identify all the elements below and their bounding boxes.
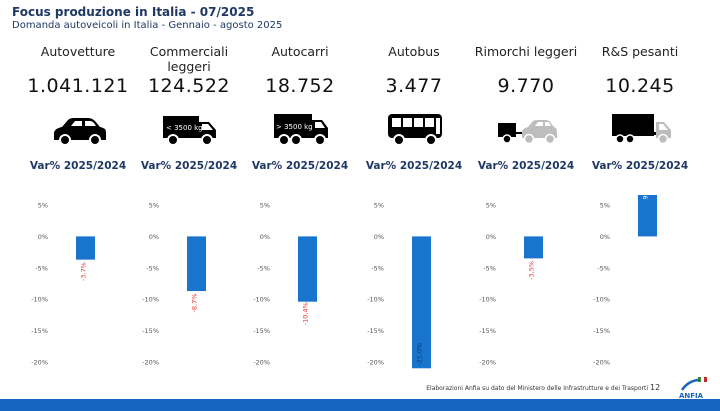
y-tick-label: 5%	[374, 202, 384, 210]
var-label: Var% 2025/2024	[251, 160, 349, 172]
y-tick-label: -5%	[35, 264, 48, 272]
var-label: Var% 2025/2024	[140, 160, 238, 172]
y-tick-label: 0%	[260, 233, 270, 241]
anfia-logo-icon: ANFIA	[679, 376, 707, 400]
category-label: R&S pesanti	[601, 44, 679, 59]
y-tick-label: -10%	[593, 296, 610, 304]
bar	[524, 236, 543, 259]
y-tick-label: -5%	[146, 264, 159, 272]
y-tick-label: -5%	[257, 264, 270, 272]
y-tick-label: 5%	[38, 202, 48, 210]
y-tick-label: 0%	[374, 233, 384, 241]
category-column: Rimorchi leggeri 9.770 Var% 2025/2024 5%…	[468, 0, 584, 380]
y-tick-label: 0%	[149, 233, 159, 241]
bar-value-label: -3,5%	[528, 261, 536, 280]
bar	[298, 236, 317, 302]
y-tick-label: -10%	[31, 296, 48, 304]
y-tick-label: -15%	[593, 327, 610, 335]
y-tick-label: -15%	[31, 327, 48, 335]
y-tick-label: -10%	[253, 296, 270, 304]
car-trailer-icon	[498, 120, 557, 145]
bar-value-label: 9,1%	[642, 195, 650, 200]
y-tick-label: -20%	[142, 359, 159, 367]
y-tick-label: -20%	[367, 359, 384, 367]
y-tick-label: 5%	[260, 202, 270, 210]
category-column: Autocarri 18.752 > 3500 kg Var% 2025/202…	[242, 0, 358, 380]
var-chart: 5% 0% -5% -10% -15% -20% -21,0%	[367, 202, 431, 369]
truck-icon: > 3500 kg	[274, 114, 328, 146]
var-chart: 5% 0% -5% -10% -15% -20% -10,4%	[253, 202, 317, 367]
page-title: Focus produzione in Italia - 07/2025	[12, 5, 255, 19]
y-tick-label: -5%	[483, 264, 496, 272]
semi-trailer-icon	[612, 114, 671, 145]
var-label: Var% 2025/2024	[29, 160, 127, 172]
var-label: Var% 2025/2024	[591, 160, 689, 172]
category-column: Autovetture 1.041.121 Var% 2025/2024 5% 0…	[20, 0, 136, 380]
category-column: R&S pesanti 10.245 Var% 2025/2024 5% 0% -5…	[582, 0, 698, 380]
category-label: Rimorchi leggeri	[474, 44, 578, 59]
y-tick-label: -20%	[479, 359, 496, 367]
var-chart: 5% 0% -5% -10% -15% -20% -8,7%	[142, 202, 206, 367]
y-tick-label: 0%	[38, 233, 48, 241]
category-label: Autobus	[388, 44, 440, 59]
bar-value-label: -8,7%	[191, 294, 199, 313]
category-label: Autocarri	[271, 44, 329, 59]
var-chart: 5% 0% -5% -10% -15% -20% -3,7%	[31, 202, 95, 367]
logo-text: ANFIA	[679, 392, 704, 400]
var-chart: 5% 0% -5% -10% -15% -20% -3,5%	[479, 202, 543, 367]
bar	[187, 236, 206, 292]
bar-value-label: -10,4%	[302, 302, 310, 325]
y-tick-label: -15%	[479, 327, 496, 335]
y-tick-label: -15%	[142, 327, 159, 335]
category-column: Autobus 3.477 Var% 2025/2024 5% 0% -5% -10%…	[356, 0, 472, 380]
source-note: Elaborazioni Anfia su dato del Ministero…	[426, 385, 648, 392]
page-subtitle: Domanda autoveicoli in Italia - Gennaio …	[12, 20, 283, 31]
bar-value-label: -3,7%	[80, 262, 88, 281]
y-tick-label: -20%	[31, 359, 48, 367]
y-tick-label: -5%	[597, 264, 610, 272]
bar-value-label: -21,0%	[416, 343, 424, 366]
bar	[638, 195, 657, 237]
var-chart: 5% 0% -5% -10% -15% -20% 9,1%	[593, 195, 657, 367]
y-tick-label: -10%	[479, 296, 496, 304]
bus-icon	[388, 114, 442, 146]
car-icon	[54, 118, 106, 146]
category-label: Commerciali leggeri	[149, 44, 229, 74]
y-tick-label: -15%	[367, 327, 384, 335]
category-value: 124.522	[147, 75, 231, 97]
weight-class-label: < 3500 kg	[166, 124, 203, 132]
y-tick-label: -10%	[142, 296, 159, 304]
y-tick-label: -5%	[371, 264, 384, 272]
y-tick-label: 0%	[486, 233, 496, 241]
var-label: Var% 2025/2024	[477, 160, 575, 172]
y-tick-label: 5%	[486, 202, 496, 210]
category-value: 3.477	[385, 75, 443, 97]
bar	[412, 236, 431, 369]
light-van-icon: < 3500 kg	[163, 116, 216, 146]
y-tick-label: -15%	[253, 327, 270, 335]
y-tick-label: -10%	[367, 296, 384, 304]
y-tick-label: -20%	[253, 359, 270, 367]
category-value: 9.770	[497, 75, 555, 97]
y-tick-label: 5%	[149, 202, 159, 210]
y-tick-label: 5%	[600, 202, 610, 210]
y-tick-label: 0%	[600, 233, 610, 241]
bar	[76, 236, 95, 260]
category-label: Autovetture	[40, 44, 116, 59]
category-value: 10.245	[605, 75, 675, 97]
category-column: Commerciali leggeri 124.522 < 3500 kg Va…	[131, 0, 247, 380]
var-label: Var% 2025/2024	[365, 160, 463, 172]
category-value: 18.752	[265, 75, 335, 97]
footer-bar	[0, 399, 720, 411]
y-tick-label: -20%	[593, 359, 610, 367]
weight-class-label: > 3500 kg	[276, 123, 313, 131]
page-number: 12	[650, 383, 661, 392]
category-value: 1.041.121	[27, 75, 129, 97]
